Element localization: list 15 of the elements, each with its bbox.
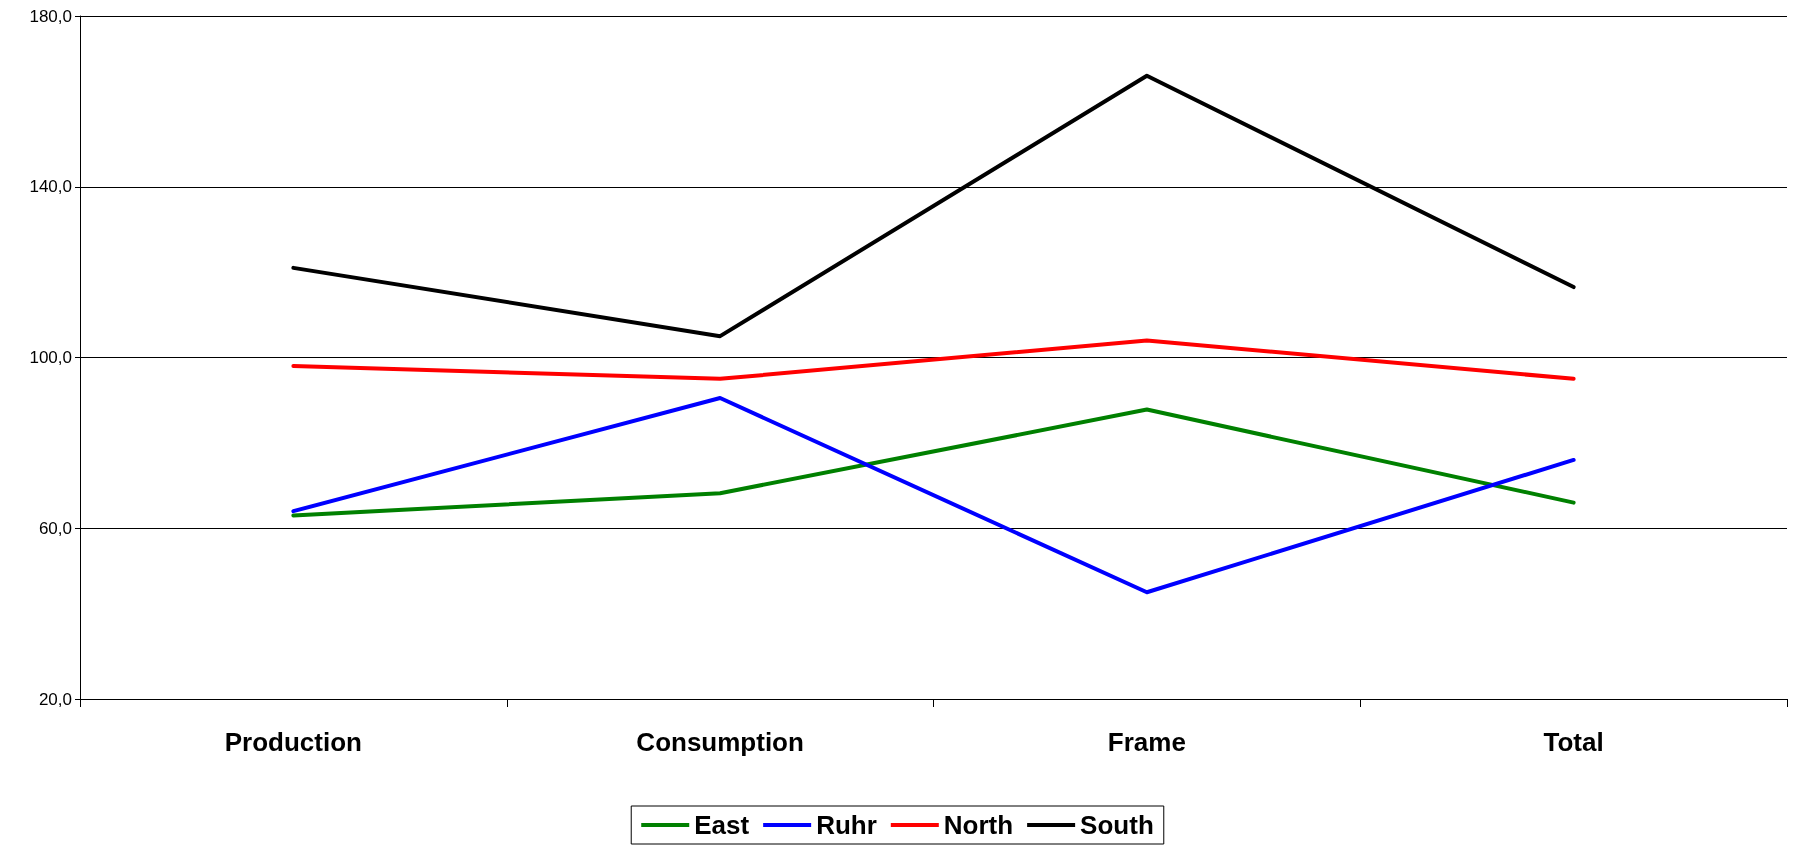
x-tick-label: Total xyxy=(1543,727,1604,757)
x-tick-label: Consumption xyxy=(636,727,804,757)
line-series xyxy=(291,396,1576,595)
y-tick-label: 140,0 xyxy=(29,177,72,197)
y-tick-label: 20,0 xyxy=(38,689,72,709)
legend-label: Ruhr xyxy=(816,810,877,840)
legend-label: North xyxy=(943,810,1014,840)
legend-label: South xyxy=(1080,810,1154,840)
legend-label: East xyxy=(694,810,750,840)
y-tick-label: 60,0 xyxy=(38,518,72,538)
x-tick-label: Production xyxy=(224,727,362,757)
line-series xyxy=(291,407,1576,518)
x-tick-label: Frame xyxy=(1107,727,1186,757)
y-tick-label: 180,0 xyxy=(29,6,72,26)
y-tick-label: 100,0 xyxy=(29,348,72,367)
